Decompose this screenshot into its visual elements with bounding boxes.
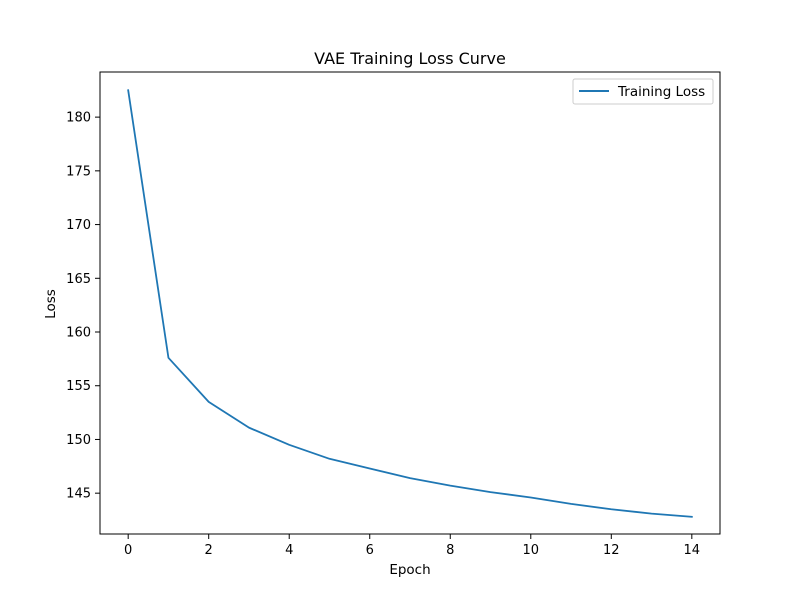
y-tick-label: 155 (66, 379, 91, 394)
y-tick-label: 170 (66, 218, 91, 233)
x-tick-label: 2 (205, 543, 213, 558)
y-tick-label: 145 (66, 487, 91, 502)
y-tick-label: 165 (66, 272, 91, 287)
x-tick-label: 0 (124, 543, 132, 558)
x-tick-label: 10 (523, 543, 540, 558)
x-tick-label: 12 (603, 543, 620, 558)
series-line-0 (127, 89, 693, 518)
axes-frame (99, 71, 721, 535)
legend: Training Loss (572, 78, 714, 105)
legend-box (572, 78, 714, 105)
y-axis-label: Loss (43, 289, 59, 319)
y-tick-label: 160 (66, 326, 91, 341)
y-tick-label: 180 (66, 111, 91, 126)
x-tick-label: 14 (684, 543, 701, 558)
y-tick-label: 150 (66, 433, 91, 448)
chart-title: VAE Training Loss Curve (314, 49, 506, 68)
x-axis-label: Epoch (389, 562, 430, 578)
legend-label: Training Loss (617, 84, 705, 100)
x-tick-label: 8 (446, 543, 454, 558)
y-tick-label: 175 (66, 164, 91, 179)
plot-area: 0 2 4 6 8 10 12 14 145 150 155 160 165 170 175 180 (66, 71, 721, 558)
x-tick-label: 4 (285, 543, 293, 558)
x-tick-label: 6 (366, 543, 374, 558)
